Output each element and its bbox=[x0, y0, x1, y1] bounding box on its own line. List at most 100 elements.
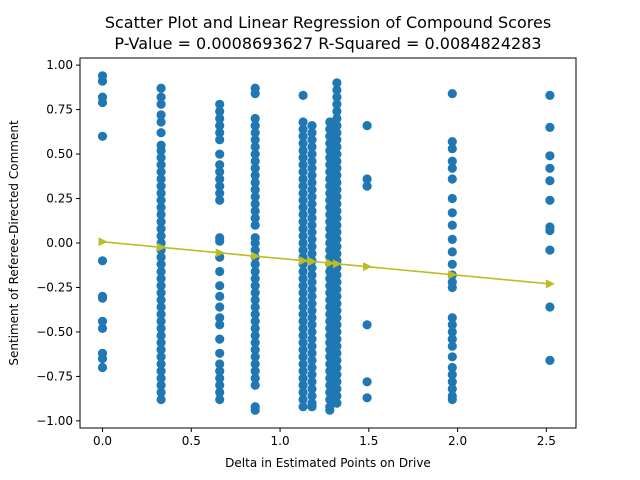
data-point-6-41 bbox=[325, 405, 335, 415]
data-point-1-16 bbox=[156, 209, 166, 220]
data-point-9-16 bbox=[447, 320, 457, 330]
data-point-7-38 bbox=[332, 348, 342, 358]
data-point-5-17 bbox=[307, 242, 317, 252]
data-point-5-37 bbox=[307, 384, 317, 394]
data-point-1-35 bbox=[156, 345, 166, 355]
data-point-2-16 bbox=[215, 266, 225, 277]
data-point-3-23 bbox=[250, 266, 260, 277]
data-point-7-40 bbox=[332, 362, 342, 373]
data-point-9-15 bbox=[447, 313, 457, 323]
data-point-8-3 bbox=[362, 320, 372, 330]
data-point-7-37 bbox=[332, 341, 342, 351]
data-point-5-24 bbox=[307, 291, 317, 301]
data-point-9-11 bbox=[447, 259, 457, 269]
data-point-5-10 bbox=[307, 192, 317, 202]
data-point-7-23 bbox=[332, 242, 342, 252]
data-point-4-10 bbox=[298, 181, 308, 191]
data-point-2-27 bbox=[215, 380, 225, 390]
regression-marker-2 bbox=[215, 248, 225, 258]
data-point-9-4 bbox=[447, 163, 457, 173]
data-point-3-38 bbox=[250, 373, 260, 383]
data-point-7-9 bbox=[332, 142, 342, 152]
chart-title: Scatter Plot and Linear Regression of Co… bbox=[105, 13, 551, 32]
data-point-3-36 bbox=[250, 359, 260, 369]
data-point-2-14 bbox=[215, 236, 225, 246]
data-point-5-36 bbox=[307, 377, 317, 387]
data-point-9-1 bbox=[447, 137, 457, 147]
data-point-1-13 bbox=[156, 188, 166, 198]
data-point-3-11 bbox=[250, 177, 260, 188]
data-point-3-2 bbox=[250, 113, 260, 124]
data-point-6-8 bbox=[325, 174, 335, 184]
data-point-3-27 bbox=[250, 295, 260, 305]
data-point-6-2 bbox=[325, 131, 335, 141]
data-point-3-12 bbox=[250, 185, 260, 195]
data-point-2-3 bbox=[215, 121, 225, 131]
data-point-2-24 bbox=[215, 359, 225, 369]
regression-marker-9 bbox=[448, 270, 458, 280]
data-point-6-24 bbox=[325, 288, 335, 298]
data-point-6-35 bbox=[325, 366, 335, 376]
data-point-7-45 bbox=[332, 398, 342, 408]
data-point-1-5 bbox=[156, 128, 166, 138]
data-point-1-27 bbox=[156, 288, 166, 298]
data-point-0-4 bbox=[97, 131, 108, 141]
data-point-1-39 bbox=[156, 373, 166, 383]
data-point-7-6 bbox=[332, 121, 342, 131]
data-point-1-14 bbox=[156, 195, 166, 205]
data-point-10-4 bbox=[545, 176, 555, 186]
data-point-3-7 bbox=[250, 149, 260, 159]
data-point-2-29 bbox=[215, 394, 225, 405]
data-point-1-11 bbox=[156, 174, 166, 184]
data-point-5-40 bbox=[307, 402, 317, 412]
y-tick-label-2: −0.50 bbox=[36, 325, 73, 339]
data-point-6-12 bbox=[325, 202, 335, 212]
data-point-10-1 bbox=[545, 122, 555, 132]
data-point-1-9 bbox=[156, 160, 166, 170]
data-point-5-20 bbox=[307, 263, 317, 273]
data-point-6-28 bbox=[325, 316, 335, 326]
data-point-7-17 bbox=[332, 199, 342, 209]
data-point-5-12 bbox=[307, 206, 317, 216]
data-point-9-7 bbox=[447, 208, 457, 218]
data-point-6-0 bbox=[325, 117, 335, 127]
data-point-7-33 bbox=[332, 313, 342, 323]
data-point-2-23 bbox=[215, 348, 225, 358]
data-point-3-1 bbox=[250, 89, 260, 99]
data-point-9-20 bbox=[447, 352, 457, 362]
regression-marker-8 bbox=[363, 262, 373, 272]
data-point-5-32 bbox=[307, 348, 317, 358]
data-point-5-15 bbox=[307, 227, 317, 237]
data-point-5-18 bbox=[307, 249, 317, 259]
data-point-1-31 bbox=[156, 316, 166, 326]
data-point-2-25 bbox=[215, 366, 225, 376]
data-point-3-10 bbox=[250, 170, 260, 180]
y-tick-label-4: 0.00 bbox=[46, 236, 73, 250]
data-point-6-36 bbox=[325, 373, 335, 383]
data-point-9-18 bbox=[447, 334, 457, 344]
data-point-4-41 bbox=[298, 402, 308, 412]
data-point-3-3 bbox=[250, 121, 260, 131]
data-point-4-34 bbox=[298, 352, 308, 362]
data-point-5-5 bbox=[307, 156, 317, 166]
data-point-1-17 bbox=[156, 217, 166, 227]
data-point-9-23 bbox=[447, 377, 457, 387]
data-point-2-21 bbox=[215, 320, 225, 330]
data-point-6-38 bbox=[325, 387, 335, 397]
data-point-2-19 bbox=[215, 302, 225, 312]
data-point-3-20 bbox=[250, 245, 260, 255]
data-point-3-28 bbox=[250, 302, 260, 312]
data-point-1-1 bbox=[156, 92, 166, 102]
data-point-6-39 bbox=[325, 394, 335, 405]
data-point-1-8 bbox=[156, 153, 166, 163]
data-point-2-18 bbox=[215, 291, 225, 301]
data-point-7-16 bbox=[332, 192, 342, 202]
data-point-9-5 bbox=[447, 174, 457, 184]
data-point-5-26 bbox=[307, 306, 317, 316]
data-point-6-9 bbox=[325, 181, 335, 191]
data-point-6-14 bbox=[325, 217, 335, 227]
data-point-5-4 bbox=[307, 149, 317, 159]
data-point-5-13 bbox=[307, 213, 317, 223]
data-point-1-28 bbox=[156, 295, 166, 305]
data-point-7-22 bbox=[332, 234, 342, 244]
